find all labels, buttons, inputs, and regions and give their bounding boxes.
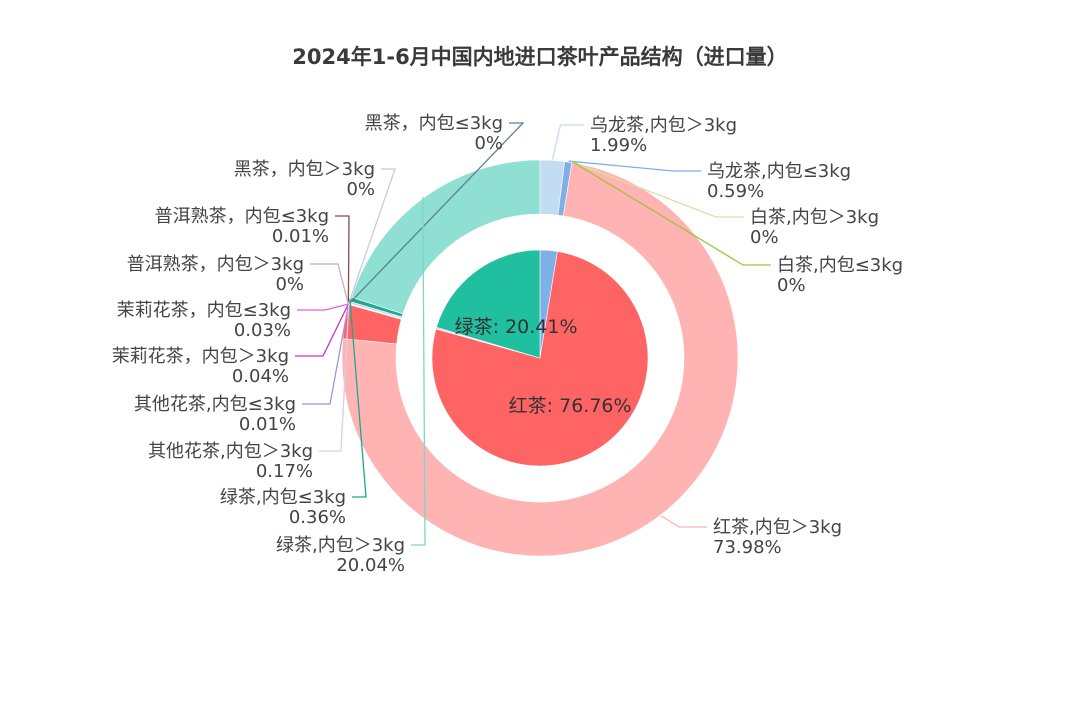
inner-slice-label: 绿茶: 20.41%: [455, 316, 578, 338]
slice-name-label: 白茶,内包＞3kg: [750, 207, 879, 228]
outer-slice: [351, 159, 541, 315]
leader-line: [297, 303, 349, 311]
inner-slice: [436, 249, 541, 359]
chart-title: 2024年1-6月中国内地进口茶叶产品结构（进口量）: [292, 45, 787, 69]
slice-name-label: 绿茶,内包≤3kg: [220, 487, 346, 508]
slice-name-label: 普洱熟茶，内包＞3kg: [127, 254, 304, 275]
leader-line: [319, 302, 350, 452]
leader-line: [349, 299, 367, 498]
inner-slice: [431, 251, 649, 467]
slice-percent-label: 0.01%: [272, 226, 329, 247]
leader-line: [335, 215, 350, 305]
leader-line: [551, 124, 584, 160]
leader-line: [295, 303, 350, 357]
slice-percent-label: 1.99%: [590, 135, 647, 156]
leader-line: [310, 263, 350, 305]
slice-percent-label: 0.01%: [239, 414, 296, 435]
inner-labels: 红茶: 76.76% 绿茶: 20.41%: [455, 316, 632, 417]
slice-percent-label: 0%: [275, 274, 304, 295]
slice-percent-label: 0.03%: [234, 320, 291, 341]
slice-name-label: 黑茶，内包≤3kg: [365, 113, 503, 134]
leader-line: [411, 197, 426, 546]
slice-name-label: 乌龙茶,内包＞3kg: [590, 115, 737, 136]
slice-percent-label: 73.98%: [713, 537, 782, 558]
slice-name-label: 黑茶，内包＞3kg: [234, 159, 375, 180]
leader-lines: [295, 122, 771, 546]
leader-line: [568, 160, 701, 172]
slice-name-label: 普洱熟茶，内包≤3kg: [155, 206, 329, 227]
inner-pie: [431, 249, 649, 467]
slice-name-label: 其他花茶,内包＞3kg: [148, 441, 313, 462]
slice-percent-label: 0%: [777, 275, 806, 296]
slice-percent-label: 0.59%: [707, 181, 764, 202]
leader-line: [571, 161, 744, 218]
slice-percent-label: 0.36%: [289, 507, 346, 528]
inner-slice-label: 红茶: 76.76%: [509, 395, 632, 417]
leader-line: [347, 122, 525, 305]
slice-name-label: 茉莉花茶，内包≤3kg: [117, 300, 291, 321]
leader-line: [302, 303, 350, 405]
slice-percent-label: 0%: [474, 133, 503, 154]
leader-line: [571, 161, 771, 266]
leader-line: [347, 168, 396, 305]
slice-percent-label: 20.04%: [336, 555, 405, 576]
slice-name-label: 白茶,内包≤3kg: [777, 255, 903, 276]
slice-name-label: 绿茶,内包＞3kg: [276, 535, 405, 556]
slice-percent-label: 0.04%: [232, 366, 289, 387]
slice-percent-label: 0%: [750, 227, 779, 248]
slice-name-label: 红茶,内包＞3kg: [713, 517, 842, 538]
slice-percent-label: 0%: [346, 179, 375, 200]
outer-labels: 乌龙茶,内包＞3kg1.99%乌龙茶,内包≤3kg0.59%白茶,内包＞3kg0…: [112, 113, 903, 576]
leader-line: [660, 515, 707, 528]
slice-name-label: 乌龙茶,内包≤3kg: [707, 161, 851, 182]
slice-name-label: 其他花茶,内包≤3kg: [134, 394, 296, 415]
slice-name-label: 茉莉花茶，内包＞3kg: [112, 346, 289, 367]
slice-percent-label: 0.17%: [256, 461, 313, 482]
